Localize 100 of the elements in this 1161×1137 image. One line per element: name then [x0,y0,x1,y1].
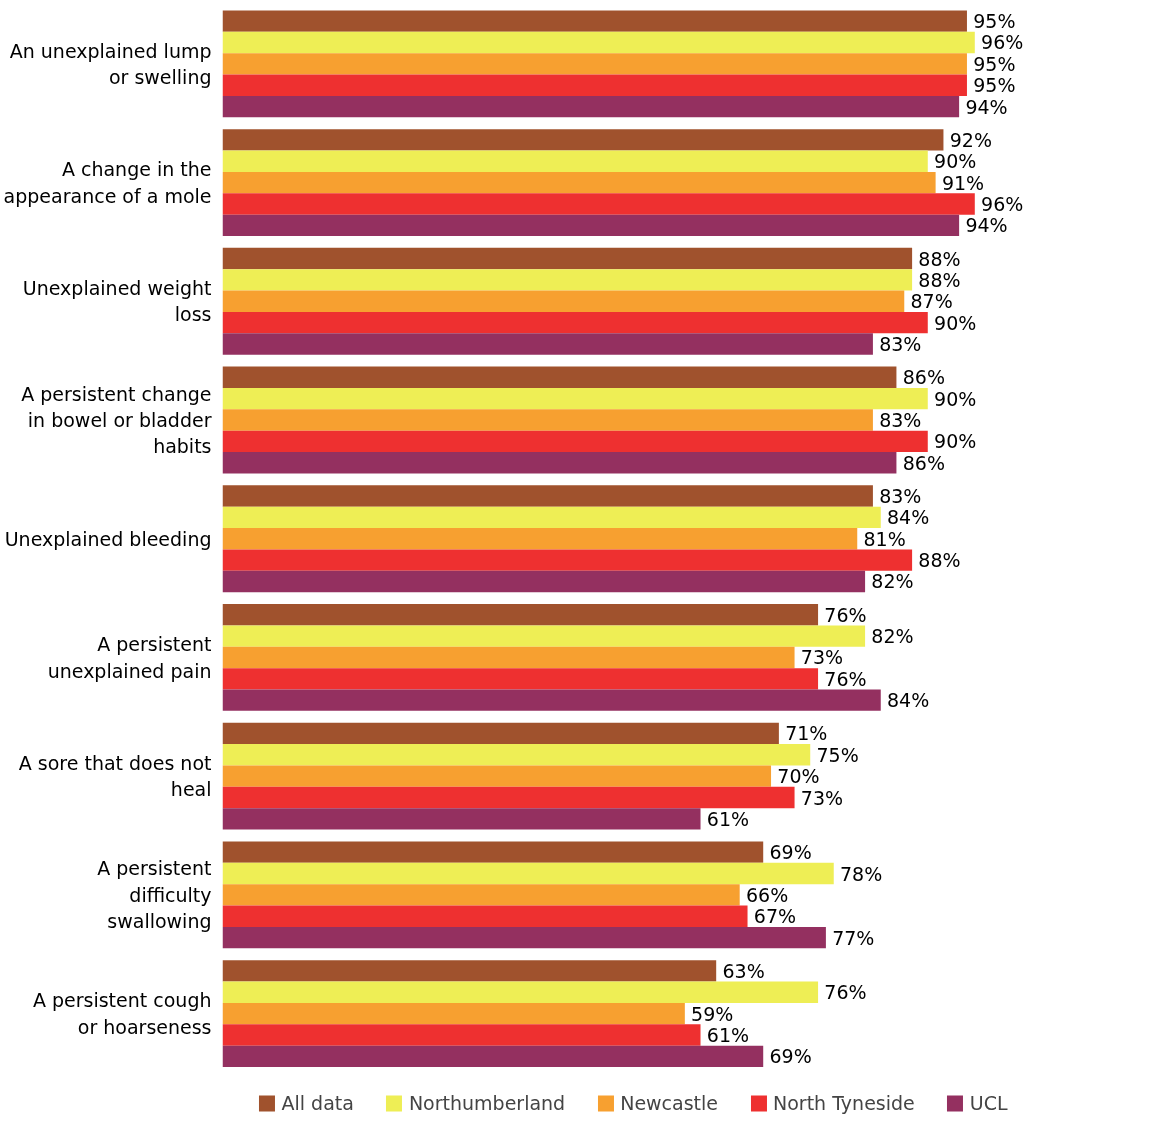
data-label: 96% [981,31,1024,54]
data-label: 84% [887,506,930,529]
bar [222,269,913,291]
y-tick-label: Unexplained bleeding [4,527,212,550]
data-label: 86% [902,366,945,389]
data-label: 90% [934,387,977,410]
bar [222,506,881,529]
bar [222,452,897,474]
data-label: 95% [973,52,1016,75]
legend-label: UCL [969,1092,1008,1114]
data-label: 96% [981,192,1024,215]
bar [222,926,826,949]
bar [222,808,701,830]
bar [222,129,944,151]
data-label: 90% [934,311,977,334]
data-label: 76% [824,981,867,1004]
bar [222,668,819,690]
data-label: 94% [965,214,1008,237]
bar [222,765,772,787]
data-label: 61% [706,1023,750,1046]
data-label: 76% [824,667,867,690]
data-label: 83% [879,333,922,356]
data-label: 73% [800,646,844,669]
y-tick-label: A persistent unexplained pain [47,633,212,682]
data-label: 66% [745,883,789,906]
bar [222,689,881,711]
bar [222,311,928,334]
bar [222,214,960,236]
y-tick-label: Unexplained weight loss [22,277,212,326]
data-label: 90% [934,150,977,173]
y-tick-label: A sore that does not heal [18,751,212,801]
data-label: 86% [902,451,945,474]
data-label: 77% [832,926,875,949]
data-label: 81% [863,527,906,550]
data-label: 69% [769,841,812,864]
data-label: 90% [934,430,977,453]
data-label: 76% [824,603,867,626]
data-label: 69% [769,1045,812,1068]
y-tick-label: A persistent cough or hoarseness [32,989,212,1038]
data-label: 82% [871,570,914,593]
bar [222,981,819,1003]
data-label: 88% [918,247,961,270]
data-label: 83% [879,409,922,432]
y-tick-label: A persistent difficulty swallowing [97,857,212,933]
y-tick-label: A persistent change in bowel or bladder habits [21,382,212,458]
bar [222,570,866,593]
data-label: 59% [691,1002,734,1025]
bar [222,193,975,215]
data-label: 95% [973,74,1016,97]
bar [222,862,834,885]
data-label: 78% [840,862,883,885]
data-label: 94% [965,95,1008,118]
bar [222,722,779,745]
data-label: 75% [816,743,859,766]
data-label: 88% [918,268,961,291]
bar [222,95,960,118]
bar [222,430,928,453]
bar [222,841,764,863]
data-label: 71% [785,722,828,745]
legend-label: All data [281,1092,354,1114]
legend-label: Newcastle [620,1092,719,1114]
bar [222,1045,764,1068]
data-label: 63% [722,959,765,982]
bar [222,53,967,75]
data-label: 61% [706,807,750,830]
bar [222,905,748,927]
legend-label: Northumberland [408,1092,566,1114]
data-label: 83% [879,484,922,507]
bar [222,485,873,507]
bar [222,290,905,312]
data-label: 82% [871,625,914,648]
bar [222,31,975,54]
bar [222,333,873,355]
data-label: 67% [753,905,797,928]
legend-label: North Tyneside [773,1092,915,1114]
bar [222,150,928,172]
bar [222,171,936,194]
bar [222,786,795,809]
data-label: 91% [941,171,985,194]
bar [222,625,866,647]
bar [222,884,740,906]
bar [222,1024,701,1046]
bar [222,528,858,550]
bar [222,1002,685,1025]
data-label: 88% [918,549,961,572]
bar [222,10,967,32]
bar [222,74,967,96]
bar [222,744,811,766]
bar [222,604,819,626]
bar [222,409,873,431]
data-label: 73% [800,786,844,809]
data-label: 95% [973,10,1016,33]
data-label: 70% [777,765,820,788]
bar [222,549,913,571]
data-label: 84% [887,689,930,712]
data-label: 87% [910,290,953,313]
bar [222,960,717,982]
data-label: 92% [949,128,992,151]
bar [222,387,928,410]
bar [222,247,913,270]
